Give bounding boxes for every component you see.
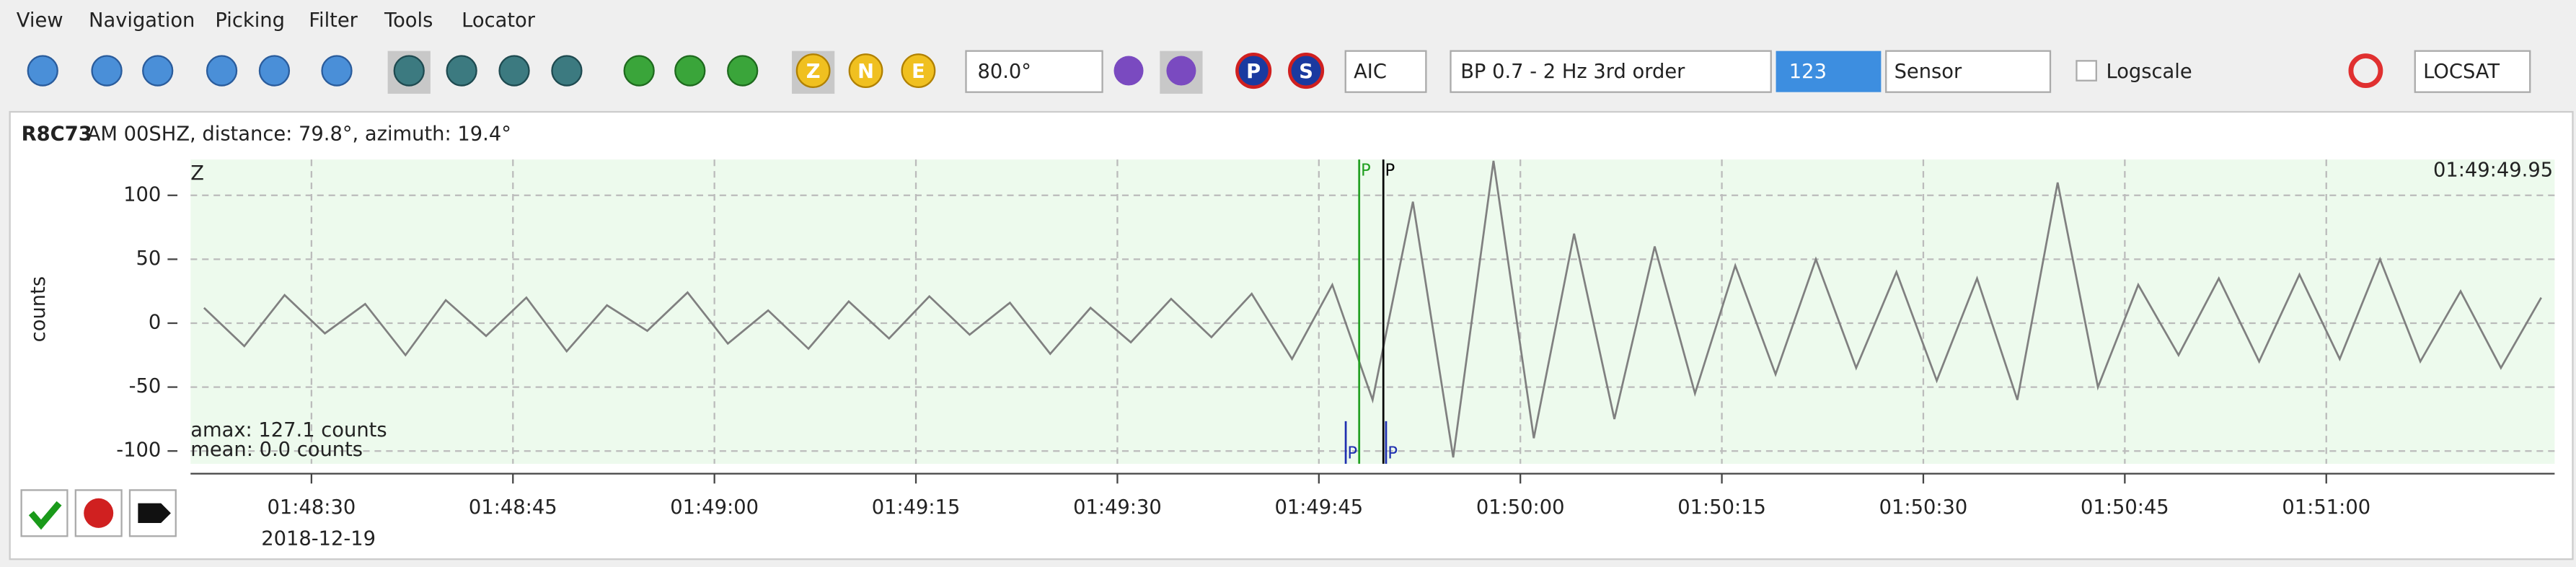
x-tick-label: 01:49:00 [670, 496, 759, 519]
tool-icon[interactable] [446, 55, 477, 87]
y-axis-label: counts [27, 276, 50, 342]
tool-icon[interactable] [27, 55, 58, 87]
tool-icon[interactable] [393, 55, 425, 87]
close-icon [138, 503, 171, 524]
tool-icon[interactable] [142, 55, 174, 87]
tool-icon[interactable] [1113, 56, 1144, 86]
x-tick-label: 01:50:15 [1677, 496, 1766, 519]
filter-value: BP 0.7 - 2 Hz 3rd order [1460, 61, 1685, 83]
pick-label: P [1388, 444, 1398, 463]
check-icon [28, 501, 62, 530]
pick-letter: P [1246, 61, 1261, 83]
locator-value: LOCSAT [2423, 61, 2500, 83]
tool-icon[interactable] [2348, 53, 2383, 88]
tool-icon[interactable] [551, 55, 583, 87]
y-tick-label: 50 [136, 247, 161, 270]
x-tick-label: 01:50:30 [1879, 496, 1968, 519]
reject-icon [84, 498, 114, 528]
menu-item[interactable]: View [17, 9, 63, 32]
y-tick-label: -50 [129, 375, 162, 397]
x-tick-label: 01:49:15 [872, 496, 961, 519]
tool-icon[interactable] [1166, 56, 1196, 86]
tool-icon[interactable] [258, 55, 291, 87]
component-letter: E [912, 61, 925, 83]
angle-value: 80.0° [977, 61, 1031, 83]
x-tick-label: 01:48:30 [268, 496, 356, 519]
menu-item[interactable]: Picking [215, 9, 285, 32]
pick-label: P [1361, 162, 1371, 180]
x-tick-label: 01:49:45 [1274, 496, 1363, 519]
time-label: 01:49:49.95 [2433, 159, 2553, 182]
tool-icon[interactable] [206, 55, 238, 87]
mean: mean: 0.0 counts [190, 439, 363, 461]
picker-value: AIC [1354, 61, 1387, 83]
component: Z [190, 162, 204, 185]
reject-button[interactable] [74, 489, 123, 537]
menu-item[interactable]: Filter [309, 9, 358, 32]
pick-label: P [1385, 162, 1395, 180]
pick-label: P [1347, 444, 1357, 463]
trace-chart: -100 -50 0 50 100 01:48:30 01:48:45 01:49:00 01:… [116, 159, 2555, 519]
pick-button[interactable] [1235, 52, 1272, 89]
tool-icon[interactable] [674, 55, 706, 87]
station: R8C73 [22, 123, 92, 145]
y-tick-label: 100 [123, 183, 161, 206]
component-letter: Z [806, 61, 821, 83]
unit-combo[interactable] [1885, 50, 2052, 93]
x-tick-label: 01:48:45 [469, 496, 557, 519]
angle-input[interactable] [965, 50, 1103, 93]
tool-icon[interactable] [321, 55, 353, 87]
trace-info: AM 00SHZ, distance: 79.8°, azimuth: 19.4… [87, 123, 511, 145]
component-button[interactable] [795, 53, 831, 88]
pick-letter: S [1299, 61, 1313, 83]
x-tick-label: 01:50:45 [2081, 496, 2169, 519]
logscale-checkbox[interactable] [2076, 60, 2097, 82]
pick-button[interactable] [1288, 52, 1325, 89]
component-button[interactable] [901, 53, 936, 88]
amax: amax: 127.1 counts [190, 419, 387, 441]
plot-area [190, 159, 2555, 464]
menu-item[interactable]: Locator [462, 9, 536, 32]
tool-icon[interactable] [498, 55, 530, 87]
y-tick-label: 0 [149, 311, 161, 333]
filter-combo[interactable] [1450, 50, 1772, 93]
channel-combo[interactable] [1776, 50, 1882, 92]
component-button[interactable] [848, 53, 883, 88]
accept-button[interactable] [20, 489, 69, 537]
logscale-label: Logscale [2106, 61, 2192, 83]
channel-value: 123 [1789, 61, 1827, 83]
menu-item[interactable]: Navigation [89, 9, 195, 32]
tool-icon[interactable] [91, 55, 123, 87]
locator-combo[interactable] [2414, 50, 2531, 93]
component-letter: N [857, 61, 874, 83]
tool-icon[interactable] [727, 55, 759, 87]
y-tick-label: -100 [116, 439, 161, 462]
menu-item[interactable]: Tools [384, 9, 433, 32]
picker-combo[interactable] [1344, 50, 1427, 93]
x-tick-label: 01:50:00 [1476, 496, 1565, 519]
menu-bar: View Navigation Picking Filter Tools Locator [17, 9, 536, 32]
x-tick-label: 01:49:30 [1073, 496, 1162, 519]
x-tick-label: 01:51:00 [2282, 496, 2370, 519]
waveform [203, 160, 2542, 458]
toolbar: Z N E 80.0° P S AIC BP 0.7 - 2 Hz 3rd order… [27, 50, 2531, 94]
tool-icon[interactable] [623, 55, 655, 87]
unit-value: Sensor [1894, 61, 1962, 83]
date: 2018-12-19 [261, 527, 376, 550]
